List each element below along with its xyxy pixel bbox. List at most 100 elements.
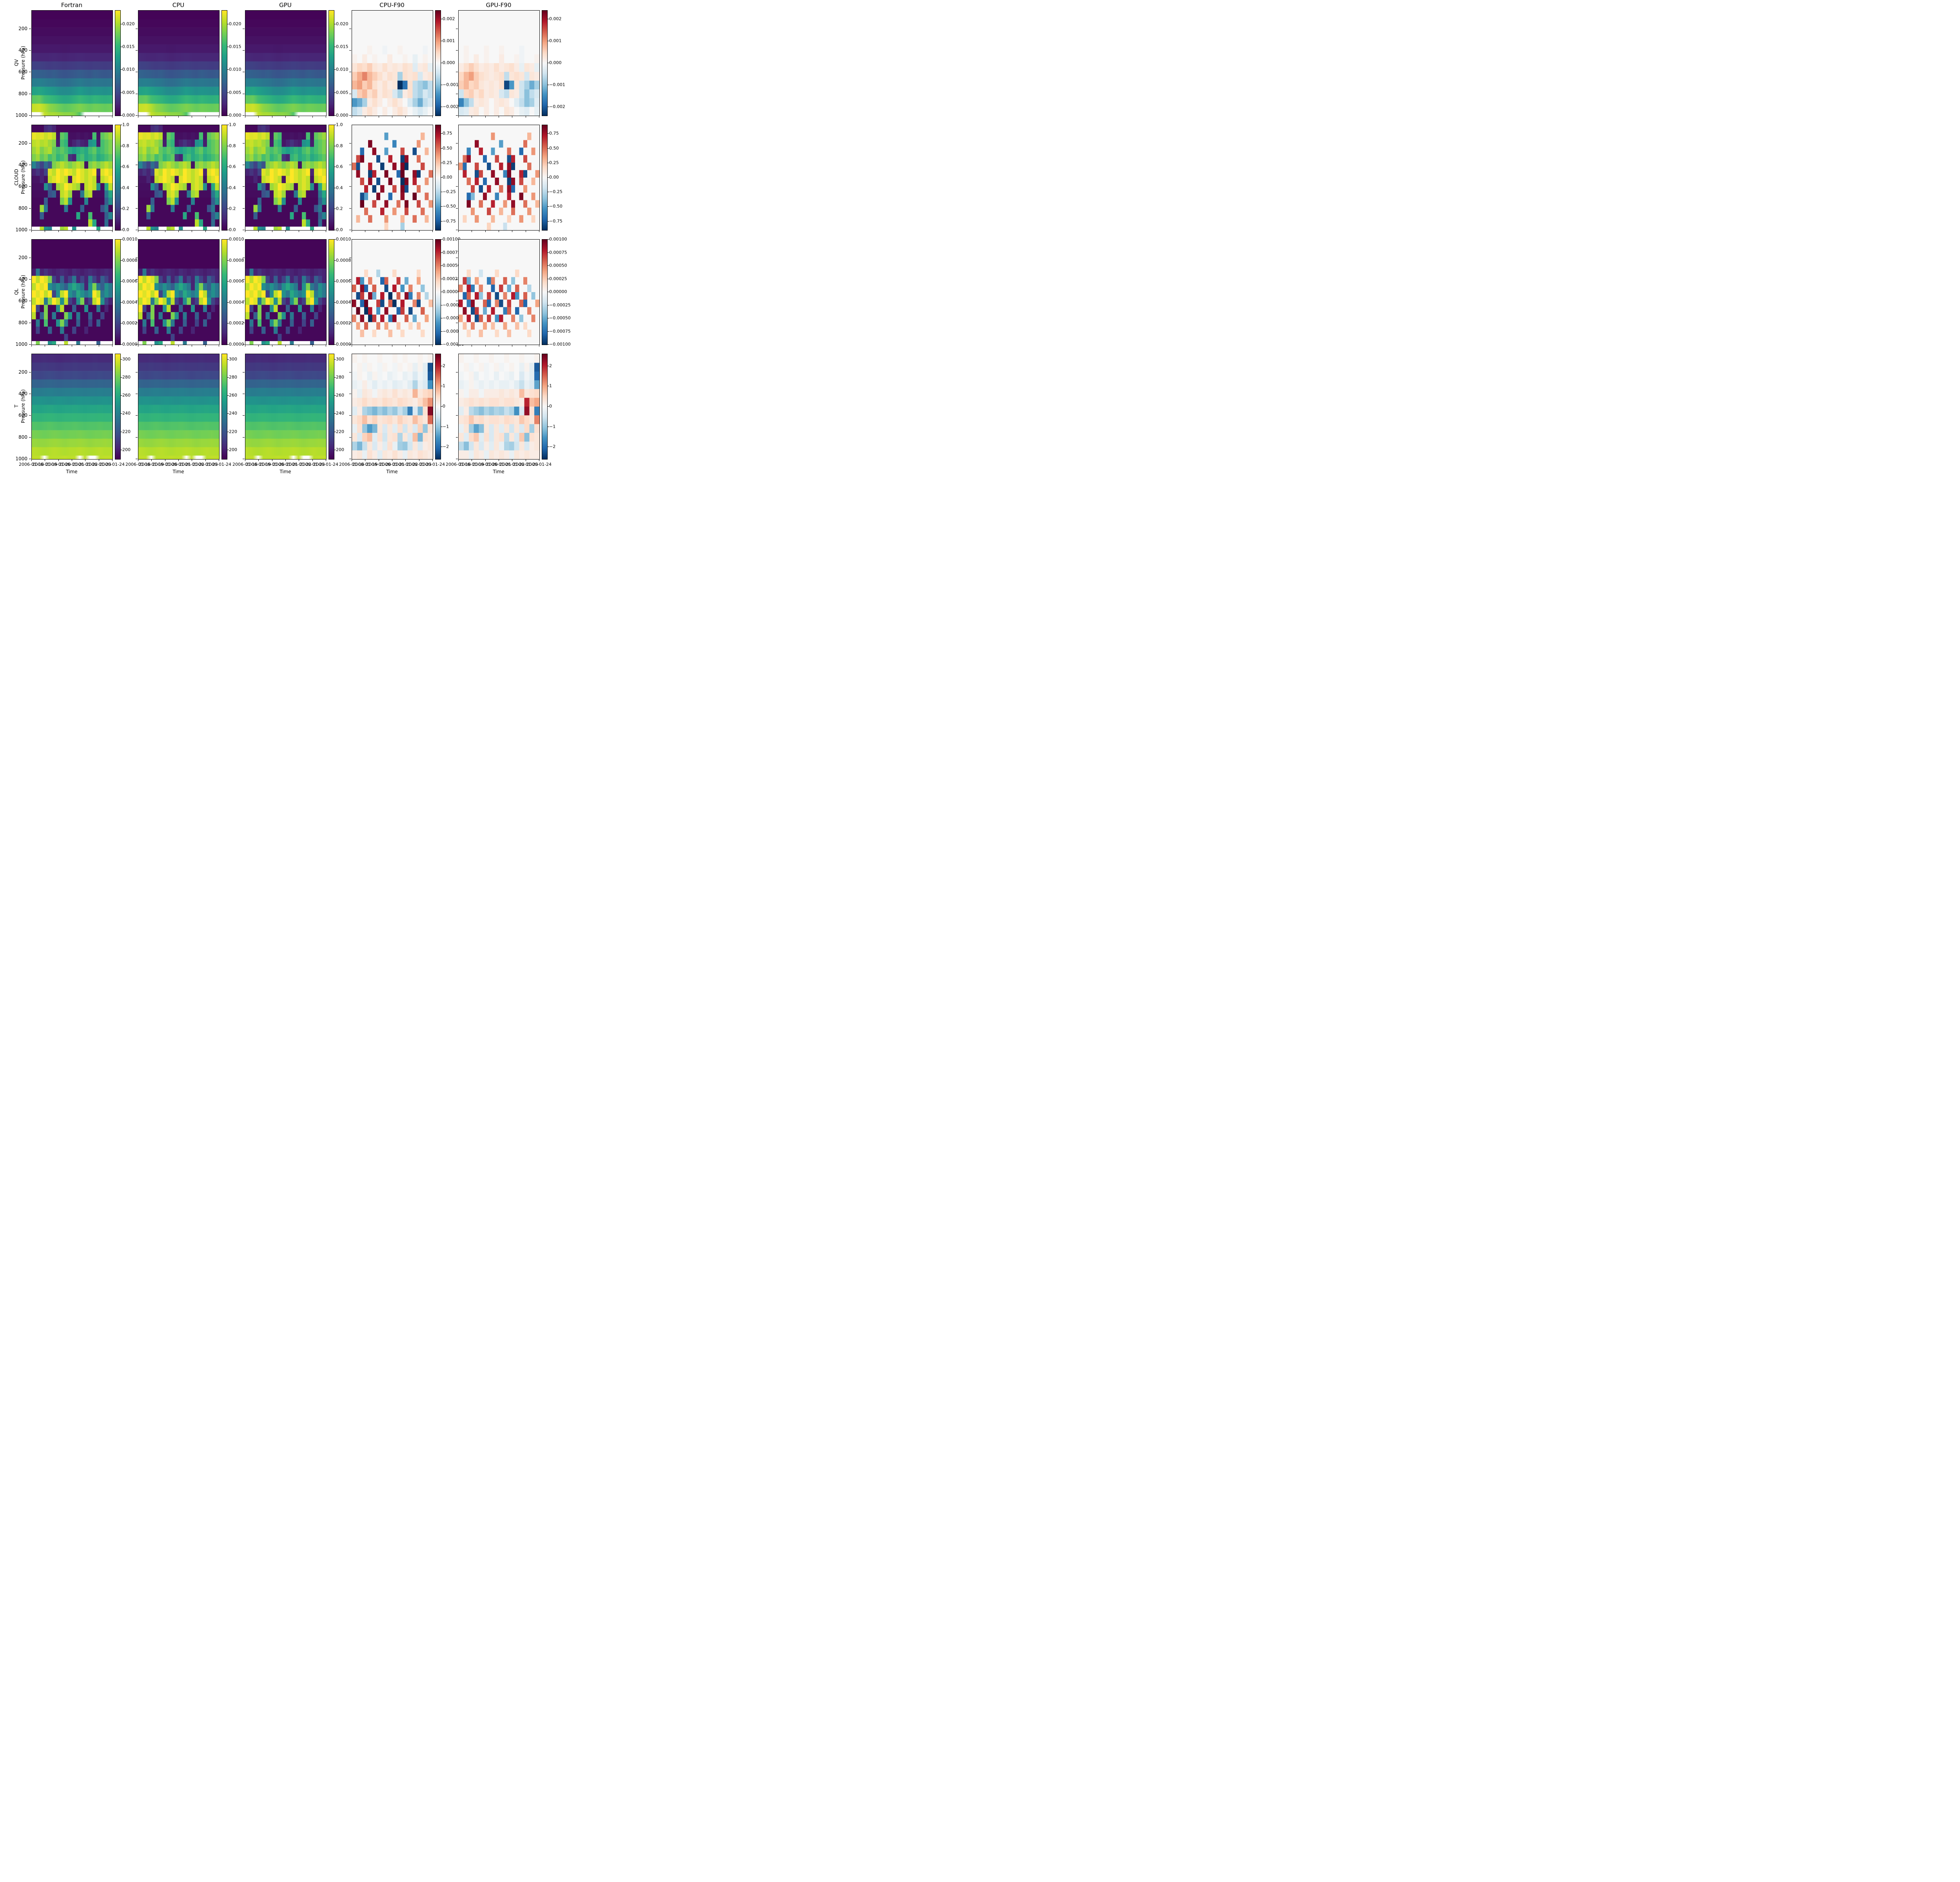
- y-tick-mark: [29, 115, 31, 116]
- colorbar-gradient: [115, 10, 121, 116]
- x-tick-mark: [151, 230, 152, 232]
- colorbar-tick-label: 200: [336, 447, 344, 452]
- colorbar-tick-label: −2: [443, 444, 449, 449]
- colorbar-tick-label: −2: [549, 444, 556, 449]
- colorbar-tick-mark: [227, 413, 229, 414]
- x-tick-mark: [285, 230, 286, 232]
- colorbar-tick-mark: [441, 239, 443, 240]
- y-tick-mark: [349, 415, 351, 416]
- heatmap-canvas-T-CPU: [138, 354, 219, 459]
- y-tick-mark: [136, 115, 138, 116]
- colorbar-gradient: [221, 239, 227, 345]
- colorbar-tick-mark: [334, 377, 336, 378]
- colorbar-QL-CPU: 0.0010 0.0008 0.0006 0.0004 0.0002 0.0000: [221, 237, 250, 347]
- x-tick-mark: [405, 230, 406, 232]
- x-tick-mark: [432, 230, 433, 232]
- colorbar-tick-label: 240: [122, 411, 131, 416]
- panel-T-Fortran: [31, 354, 113, 460]
- colorbar-tick-label: 0: [549, 403, 552, 409]
- x-tick-mark: [178, 459, 179, 461]
- panel-QL-Fortran: [31, 239, 113, 345]
- panel-QL-GPU: [245, 239, 327, 345]
- y-tick-mark: [29, 437, 31, 438]
- x-tick-label-date: 2006-01-24: [420, 462, 445, 467]
- colorbar-tick-label: 280: [229, 374, 237, 380]
- colorbar-tick-label: 0.8: [122, 143, 129, 149]
- colorbar-tick-label: −1: [549, 424, 556, 429]
- y-tick-mark: [136, 186, 138, 187]
- y-tick-mark: [456, 344, 458, 345]
- colorbar-T-GPU-F90: 2 1 0 −1 −2: [542, 354, 570, 460]
- x-tick-mark: [432, 345, 433, 347]
- heatmap-canvas-QV-Fortran: [32, 11, 113, 116]
- x-tick-mark: [458, 230, 459, 232]
- colorbar-tick-label: 0.002: [549, 16, 562, 22]
- colorbar-tick-label: 0.001: [443, 38, 455, 44]
- row-label-line-variable: QV: [13, 59, 19, 66]
- x-tick-mark: [112, 459, 113, 461]
- y-tick-mark: [29, 415, 31, 416]
- colorbar-gradient: [328, 10, 334, 116]
- colorbar-tick-mark: [548, 148, 549, 149]
- x-tick-label-date: 2006-01-23: [513, 462, 538, 467]
- y-tick-mark: [243, 115, 245, 116]
- x-tick-mark: [178, 116, 179, 118]
- colorbar-tick-mark: [227, 239, 229, 240]
- colorbar-tick-label: 0.00: [549, 174, 559, 180]
- y-tick-label: 800: [18, 434, 27, 440]
- y-tick-label: 600: [18, 69, 27, 75]
- colorbar-gradient: [115, 125, 121, 231]
- panel-QL-GPU-F90: [458, 239, 540, 345]
- colorbar-tick-label: 300: [229, 356, 237, 362]
- x-tick-mark: [58, 345, 59, 347]
- colorbar-canvas-QV-CPU-F90: [436, 11, 441, 116]
- y-tick-label: 600: [18, 412, 27, 418]
- colorbar-tick-label: 0.0010: [122, 236, 138, 242]
- colorbar-tick-label: 0.0000: [336, 342, 351, 347]
- colorbar-QV-GPU-F90: 0.002 0.001 0.000 −0.001 −0.002: [542, 10, 570, 116]
- colorbar-tick-label: 0.00100: [549, 236, 567, 242]
- colorbar-tick-mark: [121, 344, 122, 345]
- y-tick-mark: [456, 115, 458, 116]
- colorbar-tick-label: 0.8: [229, 143, 236, 149]
- colorbar-tick-mark: [227, 344, 229, 345]
- colorbar-tick-label: 1: [549, 383, 552, 389]
- colorbar-tick-label: 240: [229, 411, 237, 416]
- colorbar-tick-mark: [548, 406, 549, 407]
- y-tick-mark: [349, 115, 351, 116]
- colorbar-gradient: [542, 239, 548, 345]
- y-tick-mark: [243, 186, 245, 187]
- x-tick-mark: [151, 345, 152, 347]
- colorbar-tick-mark: [334, 344, 336, 345]
- y-tick-mark: [29, 279, 31, 280]
- x-tick-mark: [405, 116, 406, 118]
- colorbar-tick-label: 280: [122, 374, 131, 380]
- colorbar-tick-label: 220: [122, 429, 131, 434]
- y-tick-mark: [456, 437, 458, 438]
- x-tick-mark: [312, 345, 313, 347]
- y-tick-mark: [136, 344, 138, 345]
- x-tick-label-date: 2006-01-20: [152, 462, 178, 467]
- colorbar-tick-label: 0.015: [336, 44, 348, 49]
- colorbar-tick-label: 0.6: [336, 164, 343, 169]
- colorbar-tick-label: 0.75: [549, 131, 559, 136]
- x-tick-mark: [58, 230, 59, 232]
- colorbar-tick-label: 0.015: [122, 44, 135, 49]
- x-tick-mark: [312, 116, 313, 118]
- x-tick-mark: [112, 345, 113, 347]
- heatmap-canvas-CLOUD-GPU: [245, 125, 326, 230]
- colorbar-tick-mark: [227, 115, 229, 116]
- x-tick-mark: [178, 345, 179, 347]
- colorbar-tick-label: 0.0006: [229, 278, 244, 284]
- y-tick-mark: [136, 143, 138, 144]
- colorbar-gradient: [328, 239, 334, 345]
- y-tick-mark: [136, 279, 138, 280]
- x-tick-mark: [432, 459, 433, 461]
- y-tick-mark: [136, 50, 138, 51]
- colorbar-canvas-T-GPU: [329, 354, 334, 459]
- x-tick-label-date: 2006-01-21: [379, 462, 405, 467]
- heatmap-canvas-CLOUD-CPU: [138, 125, 219, 230]
- row-label-line-variable: QL: [13, 288, 19, 295]
- colorbar-tick-label: 300: [336, 356, 344, 362]
- colorbar-canvas-T-CPU: [222, 354, 227, 459]
